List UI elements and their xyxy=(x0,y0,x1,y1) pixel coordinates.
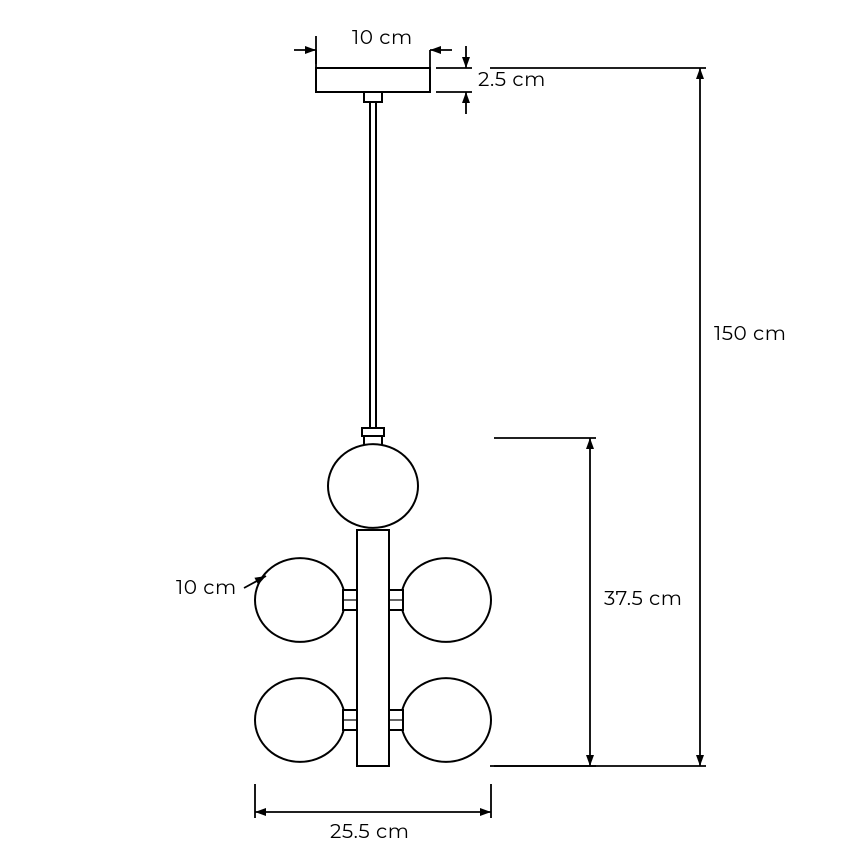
dim-canopy-height-label: 2.5 cm xyxy=(478,68,546,92)
pendant-dimension-drawing: 10 cm 2.5 cm 150 cm 37.5 cm 25.5 cm 10 cm xyxy=(0,0,868,868)
canopy xyxy=(316,68,430,102)
dim-body-height-label: 37.5 cm xyxy=(604,587,683,611)
dim-canopy-width: 10 cm xyxy=(294,26,452,68)
drop-rod xyxy=(362,102,384,446)
dim-total-height-label: 150 cm xyxy=(714,322,787,346)
dim-globe-diameter: 10 cm xyxy=(176,576,266,600)
connector-lower-left xyxy=(343,710,357,730)
globe-lower-right xyxy=(401,678,491,762)
connector-lower-right xyxy=(389,710,403,730)
central-stem xyxy=(357,530,389,766)
dim-body-height: 37.5 cm xyxy=(494,438,683,766)
dim-total-height: 150 cm xyxy=(490,68,787,766)
dim-canopy-width-label: 10 cm xyxy=(352,26,413,50)
connector-upper-right xyxy=(389,590,403,610)
dim-body-width-label: 25.5 cm xyxy=(330,820,409,844)
globe-upper-left xyxy=(255,558,345,642)
dim-globe-diameter-label: 10 cm xyxy=(176,576,237,600)
globe-upper-right xyxy=(401,558,491,642)
globe-top xyxy=(328,444,418,528)
connector-upper-left xyxy=(343,590,357,610)
globe-lower-left xyxy=(255,678,345,762)
dim-body-width: 25.5 cm xyxy=(255,784,491,844)
dim-canopy-height: 2.5 cm xyxy=(436,46,546,114)
